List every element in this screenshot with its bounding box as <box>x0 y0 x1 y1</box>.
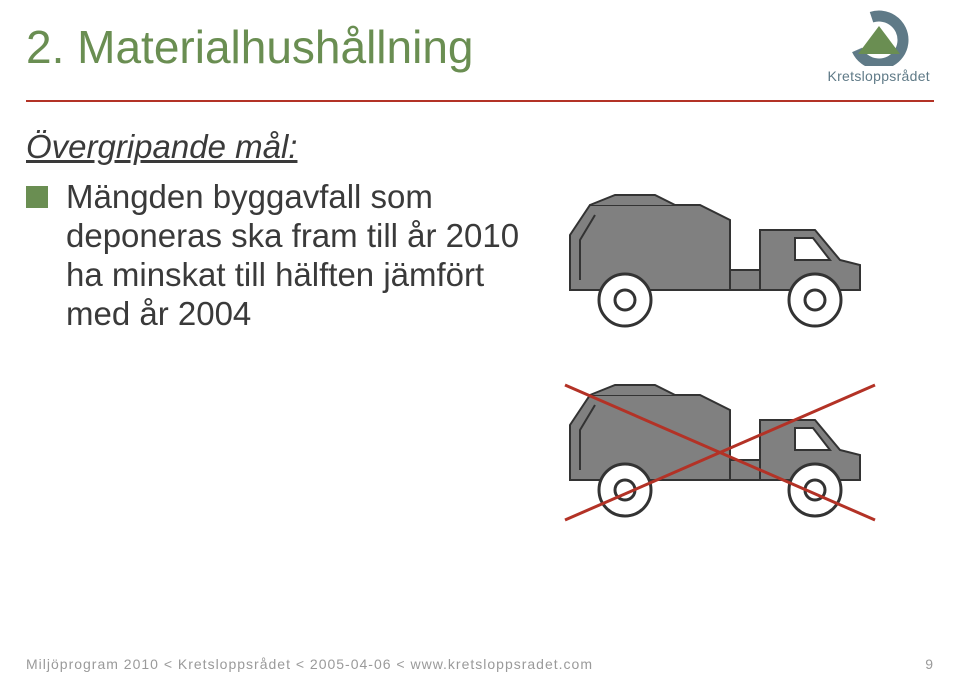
bullet-item: Mängden byggavfall som deponeras ska fra… <box>26 178 546 334</box>
slide-footer: Miljöprogram 2010 < Kretsloppsrådet < 20… <box>26 656 934 672</box>
footer-left-text: Miljöprogram 2010 < Kretsloppsrådet < 20… <box>26 656 593 672</box>
bullet-text: Mängden byggavfall som deponeras ska fra… <box>66 178 546 334</box>
subheading: Övergripande mål: <box>26 128 297 166</box>
logo-mark-icon <box>844 10 914 66</box>
logo: Kretsloppsrådet <box>827 10 930 84</box>
square-bullet-icon <box>26 186 48 208</box>
slide: Kretsloppsrådet 2. Materialhushållning Ö… <box>0 0 960 688</box>
garbage-truck-icon <box>560 380 890 530</box>
truck-top <box>560 190 890 340</box>
page-title: 2. Materialhushållning <box>26 20 474 74</box>
title-divider <box>26 100 934 102</box>
garbage-truck-icon <box>560 190 890 340</box>
truck-bottom <box>560 380 890 530</box>
logo-text: Kretsloppsrådet <box>827 68 930 84</box>
page-number: 9 <box>925 656 934 672</box>
